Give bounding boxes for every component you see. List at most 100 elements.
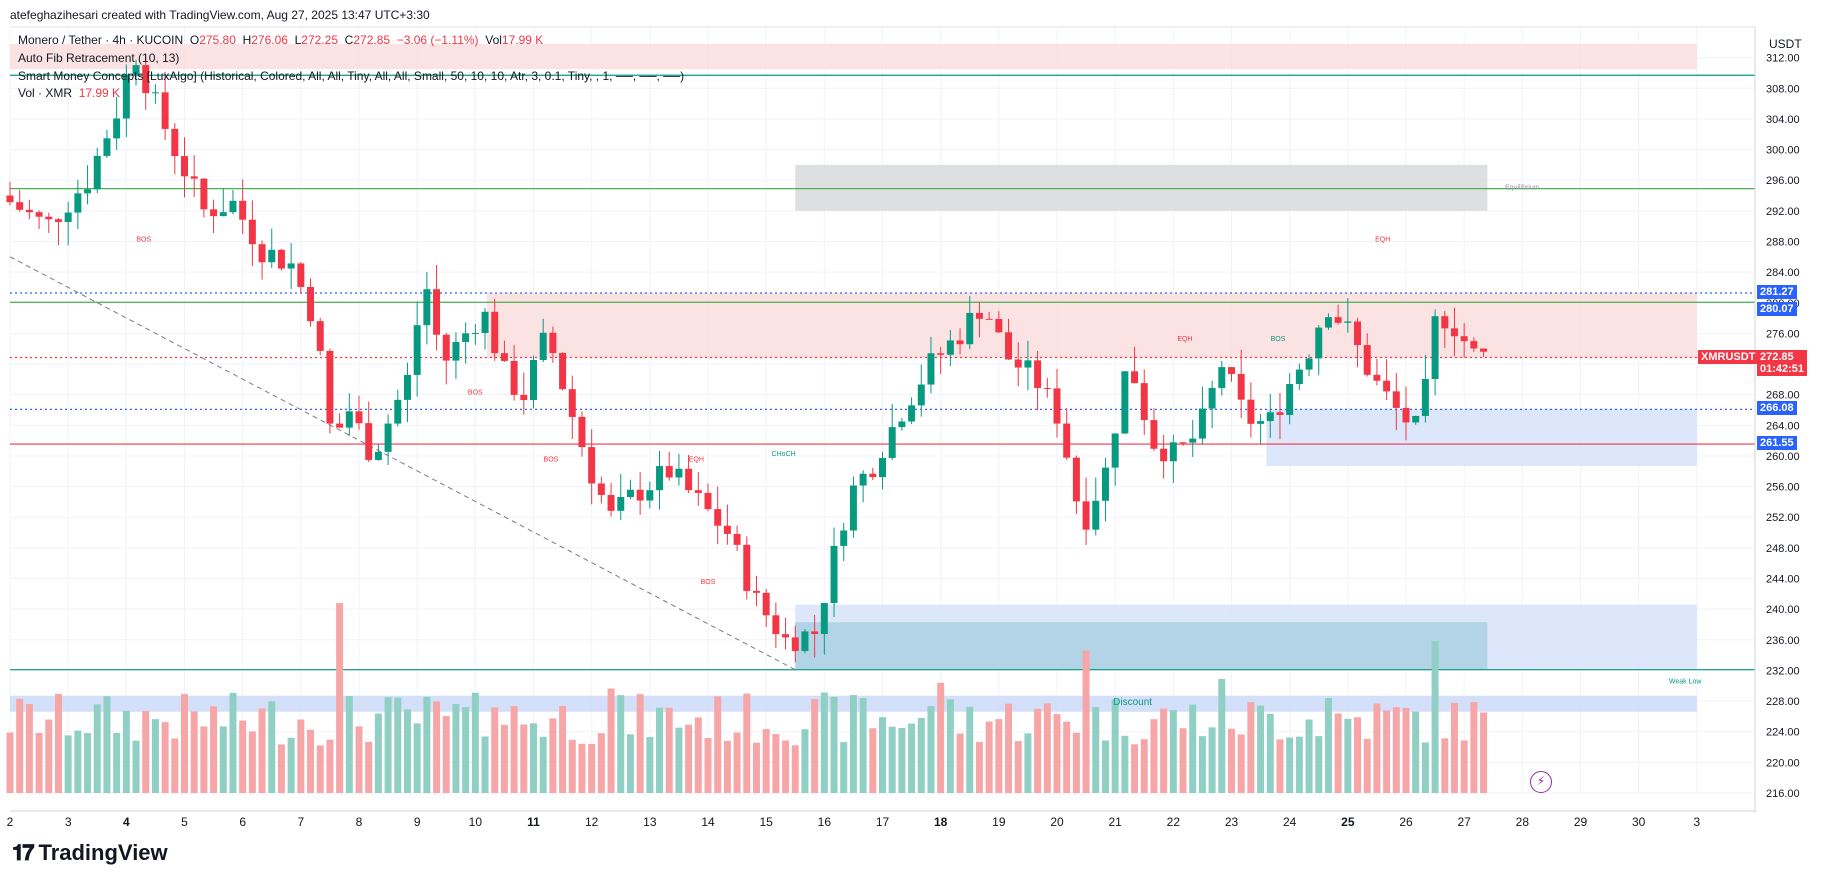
- candle-body: [1111, 433, 1119, 468]
- candle-body: [1295, 369, 1303, 385]
- volume-bar: [1470, 702, 1478, 793]
- volume-bar: [510, 706, 518, 793]
- volume-bar: [1063, 721, 1071, 793]
- candle-body: [1441, 316, 1449, 329]
- candle-body: [151, 92, 159, 94]
- volume-bar: [908, 723, 916, 793]
- candle-body: [1324, 317, 1332, 328]
- axes: 216.00 220.00 224.00 228.00 232.00 236.00 240.…: [7, 27, 1800, 829]
- volume-bar: [1402, 707, 1410, 793]
- candle-body: [879, 457, 886, 478]
- candle-body: [1344, 321, 1352, 323]
- y-tick-label: 228.00: [1766, 696, 1800, 708]
- symbol-tag: XMRUSDT: [1698, 349, 1759, 364]
- y-tick-label: 224.00: [1766, 727, 1800, 739]
- legend-indicator-smc[interactable]: Smart Money Concepts [LuxAlgo] (Historic…: [18, 69, 685, 83]
- candle-body: [539, 332, 547, 361]
- legend-open: 275.80: [199, 33, 236, 47]
- legend-ohlc[interactable]: Monero / Tether · 4h · KUCOIN O275.80 H2…: [18, 33, 543, 47]
- candle-body: [617, 496, 625, 511]
- volume-bar: [568, 739, 576, 793]
- volume-bar: [248, 731, 256, 793]
- last-price-tag: 272.85 01:42:51: [1757, 349, 1808, 376]
- x-tick-label: 15: [759, 815, 773, 829]
- volume-bar: [840, 742, 848, 793]
- candle-body: [898, 421, 906, 428]
- currency-label[interactable]: USDT: [1769, 37, 1802, 51]
- volume-bar: [384, 697, 392, 793]
- price-tag-261: 261.55: [1757, 436, 1797, 451]
- volume-bar: [1305, 719, 1313, 793]
- volume-bar: [859, 698, 867, 793]
- bar-countdown: 01:42:51: [1760, 362, 1805, 375]
- y-tick-label: 276.00: [1766, 328, 1800, 340]
- candle-body: [820, 603, 828, 635]
- candle-body: [1140, 383, 1148, 421]
- volume-bar: [849, 695, 857, 793]
- volume-bar: [617, 695, 625, 793]
- volume-bar: [1005, 703, 1013, 793]
- volume-bar: [985, 721, 993, 793]
- volume-bar: [597, 733, 605, 793]
- volume-bar: [433, 701, 441, 793]
- y-tick-label: 236.00: [1766, 635, 1800, 647]
- candle-body: [908, 405, 916, 422]
- volume-bar: [239, 720, 247, 793]
- legend-indicator-fib[interactable]: Auto Fib Retracement (10, 13): [18, 51, 180, 65]
- volume-bar: [365, 741, 373, 793]
- volume-bar: [898, 727, 906, 793]
- candle-body: [840, 530, 848, 546]
- volume-bar: [820, 692, 828, 793]
- y-tick-label: 260.00: [1766, 451, 1800, 463]
- volume-bar: [1034, 708, 1042, 793]
- annotation-label: CHoCH: [772, 451, 796, 458]
- volume-bar: [714, 696, 722, 793]
- lightning-icon[interactable]: ⚡: [1530, 771, 1552, 793]
- y-tick-label: 300.00: [1766, 145, 1800, 157]
- x-tick-label: 29: [1574, 815, 1588, 829]
- candle-body: [210, 209, 218, 217]
- volume-bar: [723, 740, 731, 793]
- annotations: BOS BOS BOS EQH CHoCH BOS EQH BOS EQH Equilibrium…: [136, 184, 1702, 708]
- volume-bar: [1189, 704, 1197, 793]
- volume-bar: [219, 726, 227, 793]
- candle-body: [588, 447, 596, 484]
- candle-body: [743, 544, 751, 591]
- candle-body: [64, 212, 72, 222]
- x-tick-label: 8: [356, 815, 363, 829]
- legend-indicator-vol[interactable]: Vol · XMR 17.99 K: [18, 86, 120, 100]
- candle-body: [752, 590, 760, 593]
- candle-body: [1198, 408, 1206, 439]
- candle-body: [927, 353, 935, 385]
- annotation-label: BOS: [544, 456, 559, 463]
- tv-logo-icon: 𝟏𝟕: [12, 840, 35, 866]
- volume-bar: [530, 723, 537, 793]
- annotation-label: EQH: [1177, 336, 1192, 343]
- candle-body: [248, 219, 256, 245]
- candle-body: [45, 216, 53, 220]
- volume-bar: [782, 740, 790, 793]
- volume-bar: [413, 723, 421, 793]
- candle-body: [1266, 412, 1274, 422]
- candle-body: [122, 74, 130, 119]
- candle-body: [685, 468, 693, 491]
- volume-bar: [1208, 727, 1216, 793]
- candle-body: [394, 399, 402, 424]
- volume-bar: [772, 734, 780, 793]
- annotation-label: EQH: [689, 456, 704, 463]
- candle-body: [859, 473, 867, 486]
- volume-bar: [1315, 736, 1323, 793]
- y-tick-label: 252.00: [1766, 512, 1800, 524]
- x-tick-label: 30: [1632, 815, 1646, 829]
- x-tick-label: 22: [1167, 815, 1181, 829]
- volume-bar: [316, 745, 324, 793]
- candle-body: [103, 138, 111, 156]
- volume-bar: [830, 696, 838, 793]
- candle-body: [1334, 317, 1342, 323]
- volume-bar: [1257, 705, 1265, 793]
- candle-body: [268, 249, 276, 263]
- volume-bar: [161, 722, 169, 793]
- candle-body: [1072, 457, 1080, 502]
- x-tick-label: 21: [1108, 815, 1122, 829]
